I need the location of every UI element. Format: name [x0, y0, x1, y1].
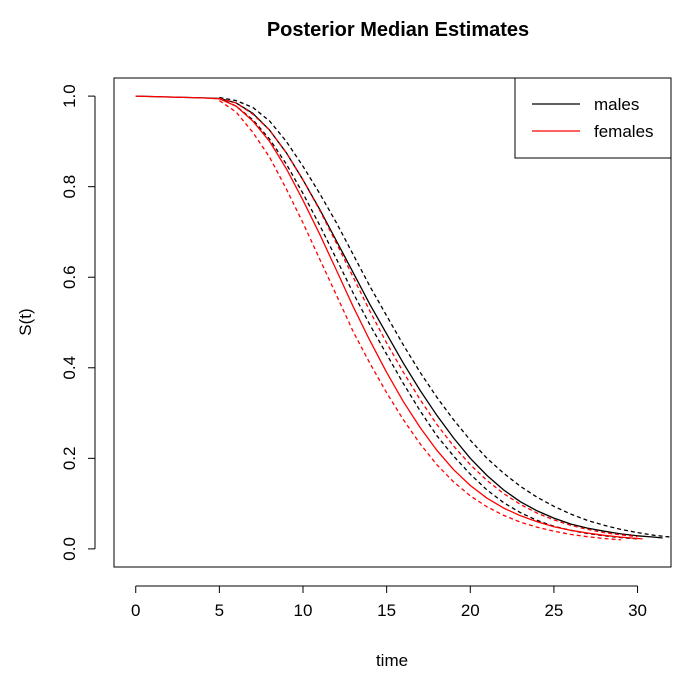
legend-box [514, 77, 672, 159]
legend-label: males [594, 95, 639, 114]
series-layer [135, 95, 672, 541]
y-tick-label: 1.0 [60, 84, 79, 108]
x-tick-label: 15 [377, 601, 396, 620]
y-tick-label: 0.0 [60, 537, 79, 561]
y-tick-label: 0.6 [60, 265, 79, 289]
legend-label: females [594, 122, 654, 141]
y-tick-label: 0.2 [60, 447, 79, 471]
x-tick-label: 20 [461, 601, 480, 620]
x-axis: 0 5 10 15 20 25 30 [131, 585, 647, 620]
y-axis: 0.0 0.2 0.4 0.6 0.8 1.0 [60, 84, 96, 561]
y-tick-label: 0.4 [60, 356, 79, 380]
series-line-5 [219, 97, 638, 538]
x-tick-label: 30 [628, 601, 647, 620]
y-axis-label: S(t) [16, 308, 35, 335]
y-tick-label: 0.8 [60, 175, 79, 199]
series-line-1 [219, 97, 638, 540]
series-line-4 [219, 100, 621, 541]
series-line-3 [135, 95, 643, 540]
plot-frame [113, 77, 672, 568]
chart-title: Posterior Median Estimates [267, 19, 529, 41]
legend: males females [514, 77, 672, 159]
x-axis-label: time [376, 651, 408, 670]
series-line-0 [135, 95, 663, 539]
series-line-2 [219, 96, 672, 538]
x-tick-label: 5 [215, 601, 224, 620]
x-tick-label: 0 [131, 601, 140, 620]
x-tick-label: 25 [544, 601, 563, 620]
x-tick-label: 10 [294, 601, 313, 620]
